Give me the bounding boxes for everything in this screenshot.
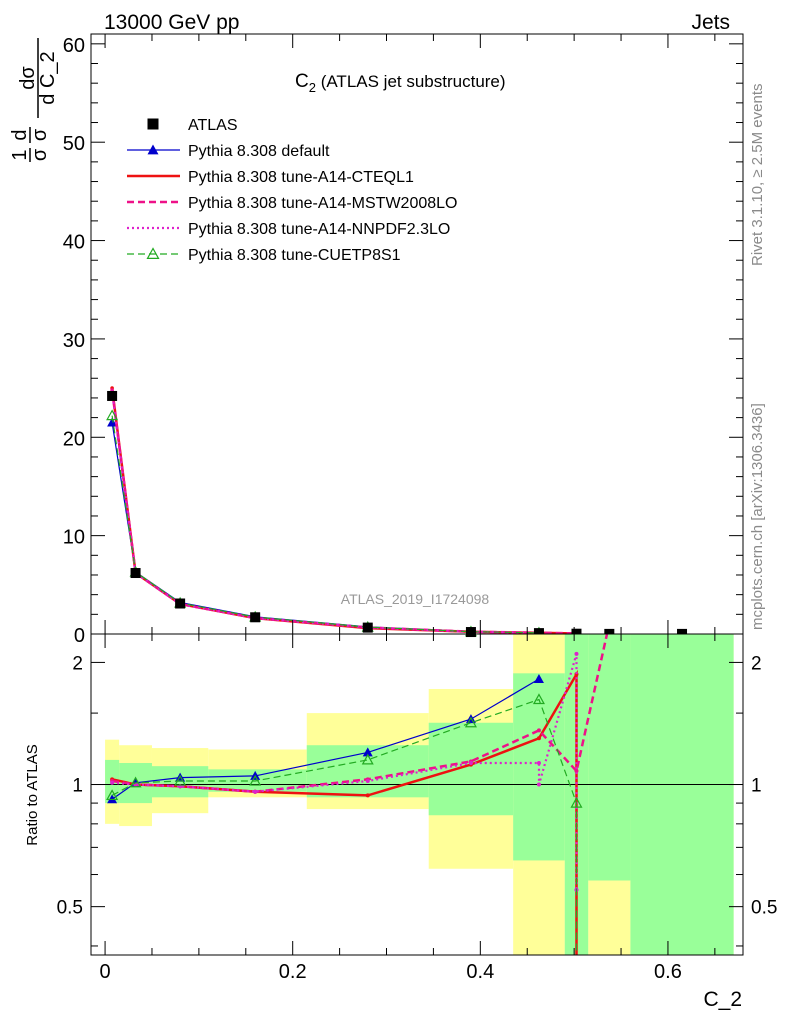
main-ytick-label-1: 10 <box>63 527 85 549</box>
legend-label-4: Pythia 8.308 tune-A14-NNPDF2.3LO <box>188 221 450 238</box>
ratio-point-4-0 <box>106 789 119 801</box>
main-panel: 0 10 20 30 40 50 60 <box>63 33 744 647</box>
atlas-point-5 <box>465 627 476 638</box>
header-collision-label: 13000 GeV pp <box>104 11 239 34</box>
x-axis-label: C_2 <box>703 988 742 1011</box>
header-jets-label: Jets <box>691 11 730 34</box>
main-ytick-label-5: 50 <box>63 133 85 155</box>
ratio-point-3-7 <box>536 782 541 787</box>
ratio-point-1-4 <box>365 793 370 798</box>
main-ylabel-derivative: dσ d C_2 <box>17 38 59 118</box>
main-ylabel: d σ 1 σ <box>9 127 51 162</box>
atlas-point-1 <box>130 568 141 579</box>
svg-text:σ: σ <box>29 148 51 161</box>
ratio-point-4-5 <box>464 716 477 728</box>
legend-label-5: Pythia 8.308 tune-CUETP8S1 <box>188 247 401 264</box>
svg-text:dσ: dσ <box>17 66 39 90</box>
svg-text:d C_2: d C_2 <box>37 51 59 104</box>
analysis-watermark: ATLAS_2019_I1724098 <box>341 591 490 607</box>
legend-item-3: Pythia 8.308 tune-A14-MSTW2008LO <box>127 195 457 212</box>
ratio-ylabel: Ratio to ATLAS <box>24 744 41 845</box>
svg-text:d: d <box>9 129 31 140</box>
ratio-ytick-label-1: 1 <box>72 776 83 797</box>
ratio-point-4-7 <box>570 796 583 808</box>
ratio-point-1-6 <box>536 736 541 741</box>
atlas-point-3 <box>250 612 261 623</box>
legend-item-5: Pythia 8.308 tune-CUETP8S1 <box>127 247 401 264</box>
legend: ATLAS Pythia 8.308 default Pythia 8.308 tu… <box>127 117 457 264</box>
ratio-green-band-2 <box>151 766 209 798</box>
ratio-point-0-6 <box>533 674 544 684</box>
svg-text:1: 1 <box>9 149 31 160</box>
atlas-point-4 <box>362 622 373 633</box>
main-ytick-label-0: 0 <box>74 625 85 647</box>
ratio-point-3-0 <box>110 780 115 785</box>
legend-label-1: Pythia 8.308 default <box>188 143 330 160</box>
rivet-version-label: Rivet 3.1.10, ≥ 2.5M events <box>749 84 766 267</box>
ratio-point-2-7 <box>574 768 579 773</box>
main-point-5-0 <box>106 409 119 421</box>
ratio-series-line-3 <box>112 653 578 890</box>
ratio-series-4 <box>106 693 583 955</box>
legend-marker-1 <box>147 144 159 155</box>
ratio-ytick-label-right-1: 1 <box>751 776 762 797</box>
ratio-point-4-4 <box>361 753 374 765</box>
legend-label-3: Pythia 8.308 tune-A14-MSTW2008LO <box>188 195 457 212</box>
ratio-ytick-label-2: 2 <box>72 653 83 674</box>
ratio-point-3-6 <box>536 760 541 765</box>
legend-item-2: Pythia 8.308 tune-A14-CTEQL1 <box>127 169 414 186</box>
ratio-frame <box>90 633 744 956</box>
ratio-point-3-3 <box>253 789 258 794</box>
ratio-point-3-8 <box>574 651 579 656</box>
atlas-point-6 <box>533 628 544 639</box>
ratio-green-band-9 <box>630 634 734 955</box>
ratio-ytick-label-0: 0.5 <box>57 898 83 919</box>
legend-item-1: Pythia 8.308 default <box>127 143 330 160</box>
main-ytick-label-3: 30 <box>63 330 85 352</box>
svg-text:σ: σ <box>29 128 51 141</box>
x-tick-label-3: 0.6 <box>654 961 682 983</box>
ratio-green-band-6 <box>513 673 565 861</box>
legend-label-0: ATLAS <box>188 117 238 134</box>
ratio-point-4-2 <box>174 774 187 786</box>
legend-marker-5 <box>146 247 160 259</box>
legend-label-2: Pythia 8.308 tune-A14-CTEQL1 <box>188 169 414 186</box>
ratio-point-3-4 <box>365 779 370 784</box>
ratio-point-0-4 <box>362 747 373 757</box>
ratio-panel: 0.5 0.5 1 1 2 2 <box>57 633 777 956</box>
ratio-point-4-1 <box>129 776 142 788</box>
atlas-point-0 <box>107 390 118 401</box>
ratio-point-0-0 <box>107 794 118 804</box>
legend-marker-0 <box>147 118 159 130</box>
main-ytick-label-4: 40 <box>63 232 85 254</box>
main-point-1-0 <box>107 417 118 427</box>
ratio-ytick-label-right-2: 2 <box>751 653 762 674</box>
ratio-point-4-6 <box>532 693 545 705</box>
legend-item-0: ATLAS <box>147 117 238 134</box>
x-tick-label-1: 0.2 <box>279 961 307 983</box>
chart-title: C2 (ATLAS jet substructure) <box>295 71 506 95</box>
ratio-point-3-5 <box>468 760 473 765</box>
ratio-point-2-6 <box>536 728 541 733</box>
main-ytick-label-6: 60 <box>63 35 85 57</box>
ratio-point-4-3 <box>249 774 262 786</box>
ratio-green-band-8 <box>588 634 631 881</box>
main-ytick-label-2: 20 <box>63 428 85 450</box>
ratio-ytick-label-right-0: 0.5 <box>751 898 777 919</box>
x-tick-label-0: 0 <box>100 961 111 983</box>
legend-item-4: Pythia 8.308 tune-A14-NNPDF2.3LO <box>127 221 450 238</box>
atlas-point-2 <box>175 598 186 609</box>
ratio-green-band-5 <box>428 722 514 816</box>
x-tick-label-2: 0.4 <box>466 961 494 983</box>
mcplots-label: mcplots.cern.ch [arXiv:1306.3436] <box>749 403 766 630</box>
